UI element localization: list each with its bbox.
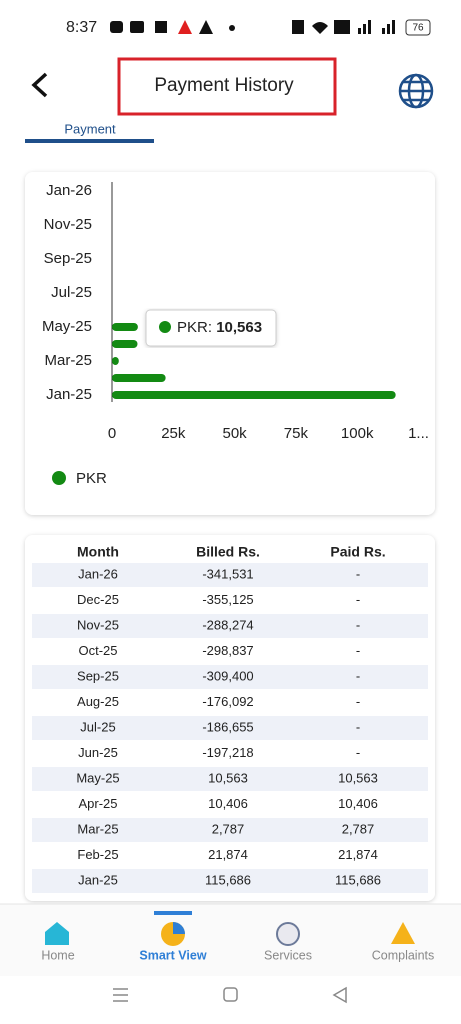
- table-header: Paid Rs.: [330, 544, 385, 560]
- table-cell: -355,125: [202, 592, 253, 607]
- table-row-bg: [32, 665, 428, 689]
- tooltip: [145, 309, 277, 347]
- status-time: 8:37: [66, 19, 97, 36]
- y-tick-label: May-25: [42, 318, 92, 335]
- title-highlight: [117, 57, 337, 116]
- status-icons: [110, 20, 395, 34]
- legend-label: PKR: [76, 470, 107, 487]
- table-cell: Feb-25: [77, 847, 118, 862]
- table-cell: 115,686: [205, 872, 251, 887]
- table-cell: -309,400: [202, 668, 253, 683]
- table-row-bg: [32, 869, 428, 893]
- table-cell: -: [356, 719, 360, 734]
- table-cell: 115,686: [335, 872, 381, 887]
- x-tick-label: 75k: [284, 425, 309, 442]
- bar: [112, 374, 166, 382]
- page-title: Payment History: [154, 75, 294, 96]
- table-header: Month: [77, 544, 119, 560]
- table-cell: -: [356, 643, 360, 658]
- table-cell: Jul-25: [80, 719, 115, 734]
- y-tick-label: Jan-26: [46, 182, 92, 199]
- bar: [112, 340, 138, 348]
- table-cell: 2,787: [212, 821, 245, 836]
- tooltip-swatch: [159, 321, 171, 333]
- table-cell: -: [356, 668, 360, 683]
- table-cell: -186,655: [202, 719, 253, 734]
- tooltip-text: PKR: 10,563: [177, 319, 262, 336]
- table-cell: Nov-25: [77, 617, 119, 632]
- tooltip-label: PKR:: [177, 319, 212, 336]
- table-cell: -: [356, 566, 360, 581]
- table-cell: Oct-25: [78, 643, 117, 658]
- nav-label[interactable]: Complaints: [372, 948, 435, 962]
- table-cell: -: [356, 617, 360, 632]
- table-row-bg: [32, 767, 428, 791]
- table-cell: Mar-25: [77, 821, 118, 836]
- table-cell: 21,874: [338, 847, 378, 862]
- table-row-bg: [32, 614, 428, 638]
- table-cell: Dec-25: [77, 592, 119, 607]
- nav-label[interactable]: Services: [264, 948, 312, 962]
- services-icon[interactable]: [276, 922, 300, 946]
- home-icon[interactable]: [45, 922, 69, 945]
- bottom-nav: [0, 904, 461, 976]
- table-cell: -288,274: [202, 617, 253, 632]
- table-cell: Jan-25: [78, 872, 118, 887]
- legend-swatch: [52, 471, 66, 485]
- table-cell: -: [356, 745, 360, 760]
- table-row-bg: [32, 563, 428, 587]
- table-cell: Aug-25: [77, 694, 119, 709]
- x-tick-label: 1...: [408, 425, 429, 442]
- system-nav: [113, 986, 347, 1004]
- back-button[interactable]: [31, 72, 48, 98]
- x-tick-label: 0: [108, 425, 116, 442]
- complaints-icon[interactable]: [391, 922, 415, 944]
- table-header: Billed Rs.: [196, 544, 260, 560]
- table-cell: -298,837: [202, 643, 253, 658]
- language-button[interactable]: [398, 73, 434, 109]
- table-row-bg: [32, 716, 428, 740]
- smart-view-icon-slice: [173, 922, 185, 934]
- y-tick-label: Jul-25: [51, 284, 92, 301]
- table-cell: Apr-25: [78, 796, 117, 811]
- y-tick-label: Mar-25: [44, 352, 92, 369]
- y-tick-label: Sep-25: [44, 250, 92, 267]
- nav-label[interactable]: Smart View: [139, 948, 206, 962]
- nav-label[interactable]: Home: [41, 948, 74, 962]
- table-cell: 10,563: [208, 770, 248, 785]
- table-cell: -: [356, 592, 360, 607]
- table-cell: 10,563: [338, 770, 378, 785]
- battery-level: 76: [412, 23, 424, 34]
- table-cell: -341,531: [202, 566, 253, 581]
- table-cell: -197,218: [202, 745, 253, 760]
- bar: [112, 323, 138, 331]
- table: Month Billed Rs. Paid Rs. Jan-26 -341,531 - De…: [32, 544, 428, 893]
- x-tick-label: 50k: [223, 425, 248, 442]
- tooltip-value: 10,563: [216, 319, 262, 336]
- x-tick-label: 25k: [161, 425, 186, 442]
- tab-indicator: [25, 139, 154, 143]
- bar: [112, 357, 119, 365]
- y-tick-label: Nov-25: [44, 216, 92, 233]
- table-cell: -176,092: [202, 694, 253, 709]
- table-cell: Jun-25: [78, 745, 118, 760]
- table-cell: 2,787: [342, 821, 375, 836]
- table-cell: 21,874: [208, 847, 248, 862]
- table-cell: May-25: [76, 770, 119, 785]
- table-cell: Sep-25: [77, 668, 119, 683]
- table-row-bg: [32, 818, 428, 842]
- table-cell: 10,406: [338, 796, 378, 811]
- table-cell: -: [356, 694, 360, 709]
- nav-indicator: [154, 911, 192, 915]
- x-tick-label: 100k: [341, 425, 374, 442]
- y-tick-label: Jan-25: [46, 386, 92, 403]
- tab-payment[interactable]: Payment: [64, 121, 116, 136]
- chart: 0 25k 50k 75k 100k 1... Jan-25 Mar-25 May-25 Jul-…: [42, 182, 429, 487]
- bar: [112, 391, 396, 399]
- battery: [405, 19, 431, 36]
- table-cell: Jan-26: [78, 566, 118, 581]
- table-cell: 10,406: [208, 796, 248, 811]
